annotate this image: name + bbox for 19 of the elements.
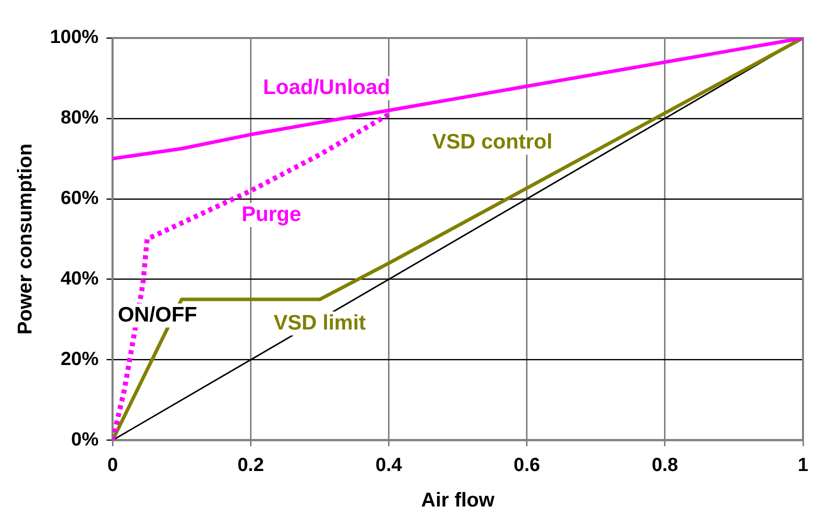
y-tick-label: 80%	[60, 108, 99, 129]
y-tick-label: 20%	[60, 348, 99, 370]
x-tick-label: 0.6	[514, 454, 540, 476]
series-label: Load/Unload	[263, 76, 390, 100]
series-label: Purge	[242, 202, 302, 226]
x-tick-label: 0	[107, 454, 118, 476]
y-tick-label: 100%	[50, 27, 99, 48]
x-tick-label: 1	[798, 454, 809, 476]
y-tick-label: 40%	[60, 268, 99, 290]
x-tick-label: 0.2	[237, 454, 264, 476]
x-axis-title: Air flow	[421, 490, 495, 512]
text: ON/OFF	[118, 303, 198, 326]
y-tick-label: 0%	[71, 429, 99, 450]
x-tick-label: 0.8	[652, 454, 678, 476]
x-tick-label: 0.4	[376, 454, 402, 476]
series-label: VSD control	[432, 130, 552, 154]
series-label: VSD limit	[274, 311, 366, 334]
y-axis-title: Power consumption	[14, 144, 37, 335]
y-tick-label: 60%	[60, 188, 99, 210]
